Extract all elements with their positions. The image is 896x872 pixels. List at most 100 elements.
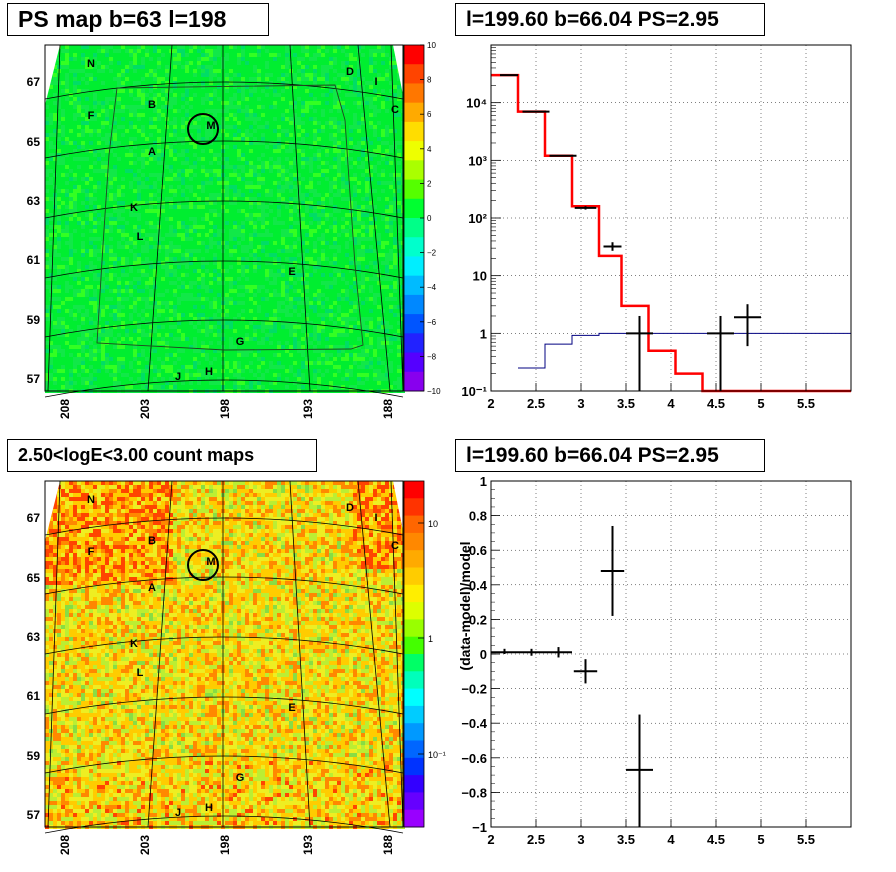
colorbar-cell [404, 45, 424, 65]
y-tick-label: 0 [480, 647, 487, 662]
longitude-gridline [47, 44, 61, 392]
x-tick-label: 2 [487, 396, 494, 411]
colorbar-cell [404, 705, 424, 724]
source-label: I [374, 512, 377, 524]
colorbar-cell [404, 584, 424, 603]
source-label: E [288, 702, 295, 714]
latitude-gridline [44, 319, 404, 338]
source-label: H [205, 366, 213, 378]
colorbar-cell [404, 179, 424, 200]
colorbar-tick-label: −4 [427, 283, 437, 292]
source-label: J [175, 371, 181, 383]
colorbar-tick-label: 8 [427, 76, 432, 85]
colorbar-cell [404, 515, 424, 534]
source-label: B [148, 535, 156, 547]
x-tick-label: 4 [667, 396, 675, 411]
colorbar-tick-label: 0 [427, 214, 432, 223]
x-tick-label: 198 [218, 399, 232, 419]
x-tick-label: 2 [487, 832, 494, 847]
colorbar-frame [403, 44, 425, 392]
x-tick-label: 188 [381, 399, 395, 419]
source-label: G [236, 772, 245, 784]
y-tick-label: −1 [472, 820, 487, 835]
y-axis-label: (data-model)/model [457, 541, 473, 670]
colorbar-cell [404, 740, 424, 759]
latitude-gridline [44, 140, 404, 159]
colorbar-cell [404, 141, 424, 161]
colorbar-cell [404, 723, 424, 741]
source-label: N [87, 58, 95, 70]
colorbar-tick-label: −10 [427, 387, 441, 396]
source-label: I [374, 76, 377, 88]
y-tick-label: 0.4 [469, 578, 488, 593]
longitude-gridline [289, 480, 311, 828]
count-map-title: 2.50<logE<3.00 count maps [7, 439, 317, 472]
latitude-gridline [44, 379, 404, 398]
colorbar-cell [404, 218, 424, 238]
colorbar-cell [404, 550, 424, 568]
colorbar-cell [404, 481, 424, 499]
colorbar-tick-label: 10 [428, 519, 438, 529]
latitude-gridline [44, 576, 404, 595]
x-tick-label: 3.5 [617, 396, 635, 411]
longitude-gridline [390, 480, 404, 828]
longitude-gridline [147, 480, 173, 828]
map-blank-corner [393, 45, 403, 95]
colorbar-cell [404, 160, 424, 181]
y-tick-label: 10² [468, 211, 487, 226]
y-tick-label: 10 [473, 269, 487, 284]
source-label: D [346, 502, 354, 514]
y-tick-label: 67 [27, 75, 41, 89]
y-tick-label: −0.2 [461, 682, 487, 697]
residual-title: l=199.60 b=66.04 PS=2.95 [455, 439, 765, 472]
y-tick-label: 0.6 [469, 543, 487, 558]
x-tick-label: 5 [757, 396, 764, 411]
colorbar-cell [404, 83, 424, 104]
colorbar-tick-label: −2 [427, 249, 437, 258]
map-pixels [45, 481, 405, 829]
source-label: M [206, 120, 215, 132]
latitude-gridline [44, 636, 404, 655]
source-label: N [87, 494, 95, 506]
colorbar-cell [404, 256, 424, 277]
latitude-gridline [44, 200, 404, 219]
source-label: C [391, 540, 399, 552]
x-tick-label: 5.5 [797, 832, 815, 847]
y-tick-label: 0.2 [469, 612, 487, 627]
x-tick-label: 5 [757, 832, 764, 847]
count-map-panel: 2.50<logE<3.00 count maps N D I B C F M A K L E G H J… [0, 436, 448, 872]
y-tick-label: 65 [27, 571, 41, 585]
latitude-gridline [44, 755, 404, 774]
y-tick-label: 65 [27, 135, 41, 149]
source-label: B [148, 99, 156, 111]
colorbar-tick-label: −8 [427, 352, 437, 361]
ps-map-panel: PS map b=63 l=198 N D I B C F M A K L E G H J 67 65 63 61… [0, 0, 448, 436]
colorbar-cell [404, 602, 424, 620]
count-map-plot: N D I B C F M A K L E G H J 67 65 63 61 59 57 208 203 198 193 18… [27, 480, 446, 855]
source-label: K [130, 638, 138, 650]
colorbar-cell [404, 757, 424, 776]
source-circle [187, 113, 219, 145]
longitude-gridline [357, 44, 391, 392]
x-tick-label: 3 [577, 396, 584, 411]
y-tick-label: 10³ [468, 153, 487, 168]
residual-panel: l=199.60 b=66.04 PS=2.95 2 2.5 3 3.5 4 4.5 5 5.… [448, 436, 896, 872]
colorbar-cell [404, 654, 424, 672]
x-tick-label: 5.5 [797, 396, 815, 411]
source-label: C [391, 104, 399, 116]
y-tick-label: 57 [27, 808, 41, 822]
x-tick-label: 188 [381, 835, 395, 855]
source-label: A [148, 582, 156, 594]
longitude-gridline [390, 44, 404, 392]
colorbar-tick-label: −6 [427, 318, 437, 327]
residual-plot: 2 2.5 3 3.5 4 4.5 5 5.5 1 0.8 0.6 0.4 0.2 0 −0.2 −0.4 −0… [457, 474, 852, 847]
colorbar-cell [404, 688, 424, 707]
source-label: L [137, 231, 144, 243]
colorbar-cell [404, 792, 424, 811]
source-label: M [206, 556, 215, 568]
ps-map-title: PS map b=63 l=198 [7, 3, 269, 36]
colorbar-tick-label: 10 [427, 41, 436, 50]
y-tick-label: 63 [27, 630, 41, 644]
colorbar-tick-label: 1 [428, 634, 433, 644]
